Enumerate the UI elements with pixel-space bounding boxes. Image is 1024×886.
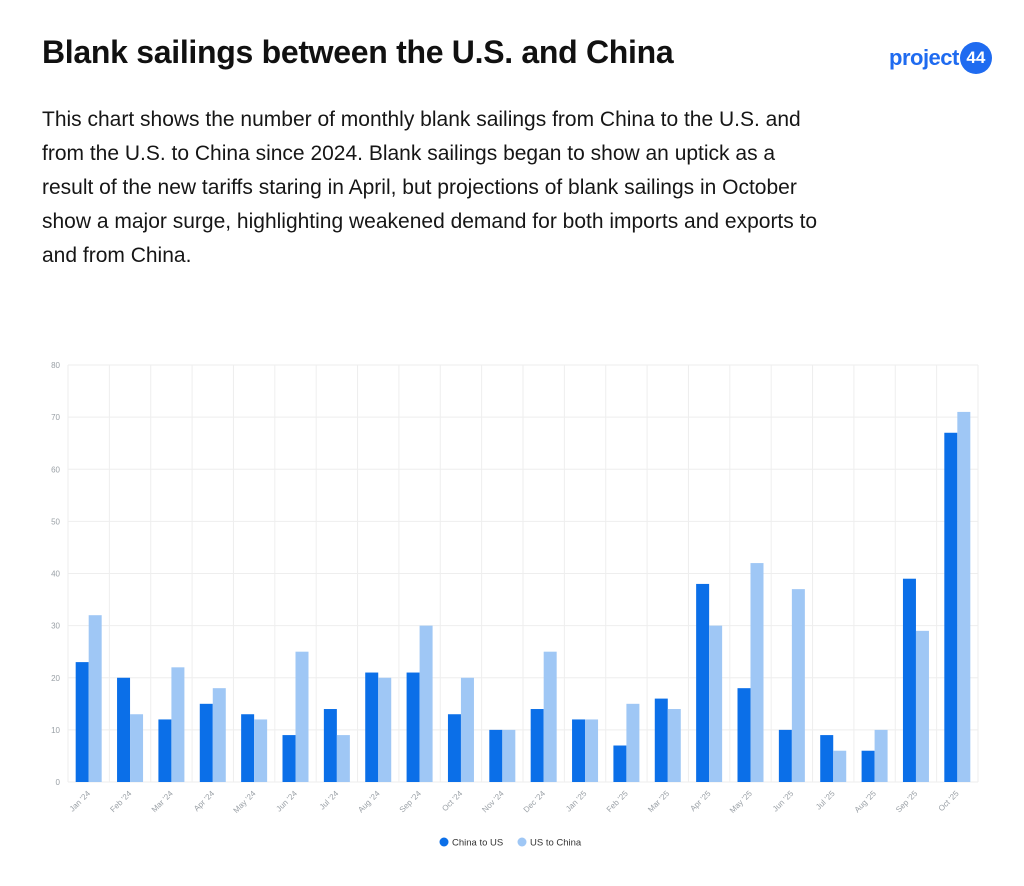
- y-tick-label: 50: [51, 517, 60, 526]
- bar-china-to-us: [447, 714, 461, 782]
- bar-us-to-china: [88, 615, 102, 782]
- bar-us-to-china: [833, 750, 847, 782]
- x-tick-label: Jan '25: [564, 789, 589, 814]
- bar-china-to-us: [75, 662, 89, 782]
- y-tick-label: 80: [51, 361, 60, 370]
- bar-us-to-china: [419, 625, 433, 782]
- bar-china-to-us: [282, 735, 296, 782]
- legend-marker-us-to-china: [517, 837, 527, 847]
- bar-china-to-us: [117, 677, 131, 782]
- x-tick-label: Feb '25: [605, 789, 630, 814]
- y-tick-label: 70: [51, 413, 60, 422]
- bar-us-to-china: [336, 735, 350, 782]
- bar-china-to-us: [199, 703, 213, 782]
- bar-us-to-china: [585, 719, 599, 782]
- legend-label-china-to-us: China to US: [452, 838, 503, 849]
- bar-china-to-us: [530, 709, 544, 782]
- x-tick-label: Apr '25: [688, 789, 713, 814]
- bar-us-to-china: [543, 651, 557, 782]
- bar-us-to-china: [791, 589, 805, 782]
- x-tick-label: Feb '24: [108, 789, 133, 814]
- x-tick-label: May '25: [728, 789, 754, 815]
- bar-china-to-us: [902, 578, 916, 782]
- project44-logo: project 44: [889, 38, 992, 78]
- grid-lines: [67, 364, 979, 783]
- x-axis: Jan '24 Feb '24 Mar '24 Apr '24 May '24 Jun '…: [68, 789, 961, 815]
- y-tick-label: 30: [51, 622, 60, 631]
- bar-us-to-china: [750, 563, 764, 782]
- bar-us-to-china: [626, 703, 640, 782]
- x-tick-label: Aug '25: [853, 789, 879, 815]
- x-tick-label: Jun '24: [274, 789, 299, 814]
- bar-china-to-us: [737, 688, 751, 782]
- bar-us-to-china: [709, 625, 723, 782]
- bar-us-to-china: [254, 719, 268, 782]
- y-tick-label: 0: [56, 778, 61, 787]
- x-tick-label: Mar '25: [646, 789, 671, 814]
- x-tick-label: Jul '24: [318, 789, 341, 812]
- bars: [75, 411, 971, 782]
- bar-china-to-us: [489, 729, 503, 782]
- x-tick-label: Apr '24: [192, 789, 217, 814]
- bar-china-to-us: [241, 714, 255, 782]
- bar-us-to-china: [295, 651, 309, 782]
- logo-badge: 44: [959, 42, 992, 74]
- x-tick-label: Jun '25: [771, 789, 796, 814]
- bar-china-to-us: [696, 583, 710, 782]
- bar-us-to-china: [171, 667, 185, 782]
- legend-label-us-to-china: US to China: [530, 838, 582, 849]
- bar-china-to-us: [365, 672, 379, 782]
- bar-china-to-us: [572, 719, 586, 782]
- x-tick-label: Sep '24: [398, 789, 424, 815]
- bar-china-to-us: [654, 698, 668, 782]
- y-axis: 0 10 20 30 40 50 60 70 80: [51, 361, 60, 787]
- y-tick-label: 20: [51, 674, 60, 683]
- x-tick-label: Jan '24: [68, 789, 93, 814]
- bar-us-to-china: [915, 630, 929, 782]
- x-tick-label: Aug '24: [356, 789, 382, 815]
- y-tick-label: 40: [51, 570, 60, 579]
- bar-us-to-china: [502, 729, 516, 782]
- bar-chart: 0 10 20 30 40 50 60 70 80 Jan '24 Feb '24 Mar '24 A…: [51, 361, 979, 849]
- bar-china-to-us: [944, 432, 958, 782]
- x-tick-label: Jul '25: [814, 789, 837, 812]
- y-tick-label: 10: [51, 726, 60, 735]
- page-title: Blank sailings between the U.S. and Chin…: [42, 34, 674, 70]
- x-tick-label: Oct '25: [937, 789, 961, 813]
- x-tick-label: May '24: [232, 789, 258, 815]
- bar-us-to-china: [460, 677, 474, 782]
- bar-us-to-china: [378, 677, 392, 782]
- legend: China to US US to China: [439, 837, 582, 849]
- bar-china-to-us: [406, 672, 420, 782]
- bar-china-to-us: [323, 709, 337, 782]
- bar-us-to-china: [130, 714, 144, 782]
- logo-text: project: [889, 45, 959, 70]
- x-tick-label: Oct '24: [440, 789, 464, 813]
- chart-description: This chart shows the number of monthly b…: [42, 108, 818, 267]
- bar-china-to-us: [613, 745, 627, 782]
- bar-china-to-us: [861, 750, 875, 782]
- y-tick-label: 60: [51, 465, 60, 474]
- x-tick-label: Nov '24: [480, 789, 506, 815]
- bar-china-to-us: [158, 719, 172, 782]
- bar-china-to-us: [820, 735, 834, 782]
- x-tick-label: Mar '24: [150, 789, 175, 814]
- legend-marker-china-to-us: [439, 837, 449, 847]
- bar-us-to-china: [667, 709, 681, 782]
- bar-china-to-us: [778, 729, 792, 782]
- bar-us-to-china: [212, 688, 226, 782]
- bar-us-to-china: [874, 729, 888, 782]
- x-tick-label: Sep '25: [894, 789, 920, 815]
- bar-us-to-china: [957, 411, 971, 782]
- x-tick-label: Dec '24: [522, 789, 548, 815]
